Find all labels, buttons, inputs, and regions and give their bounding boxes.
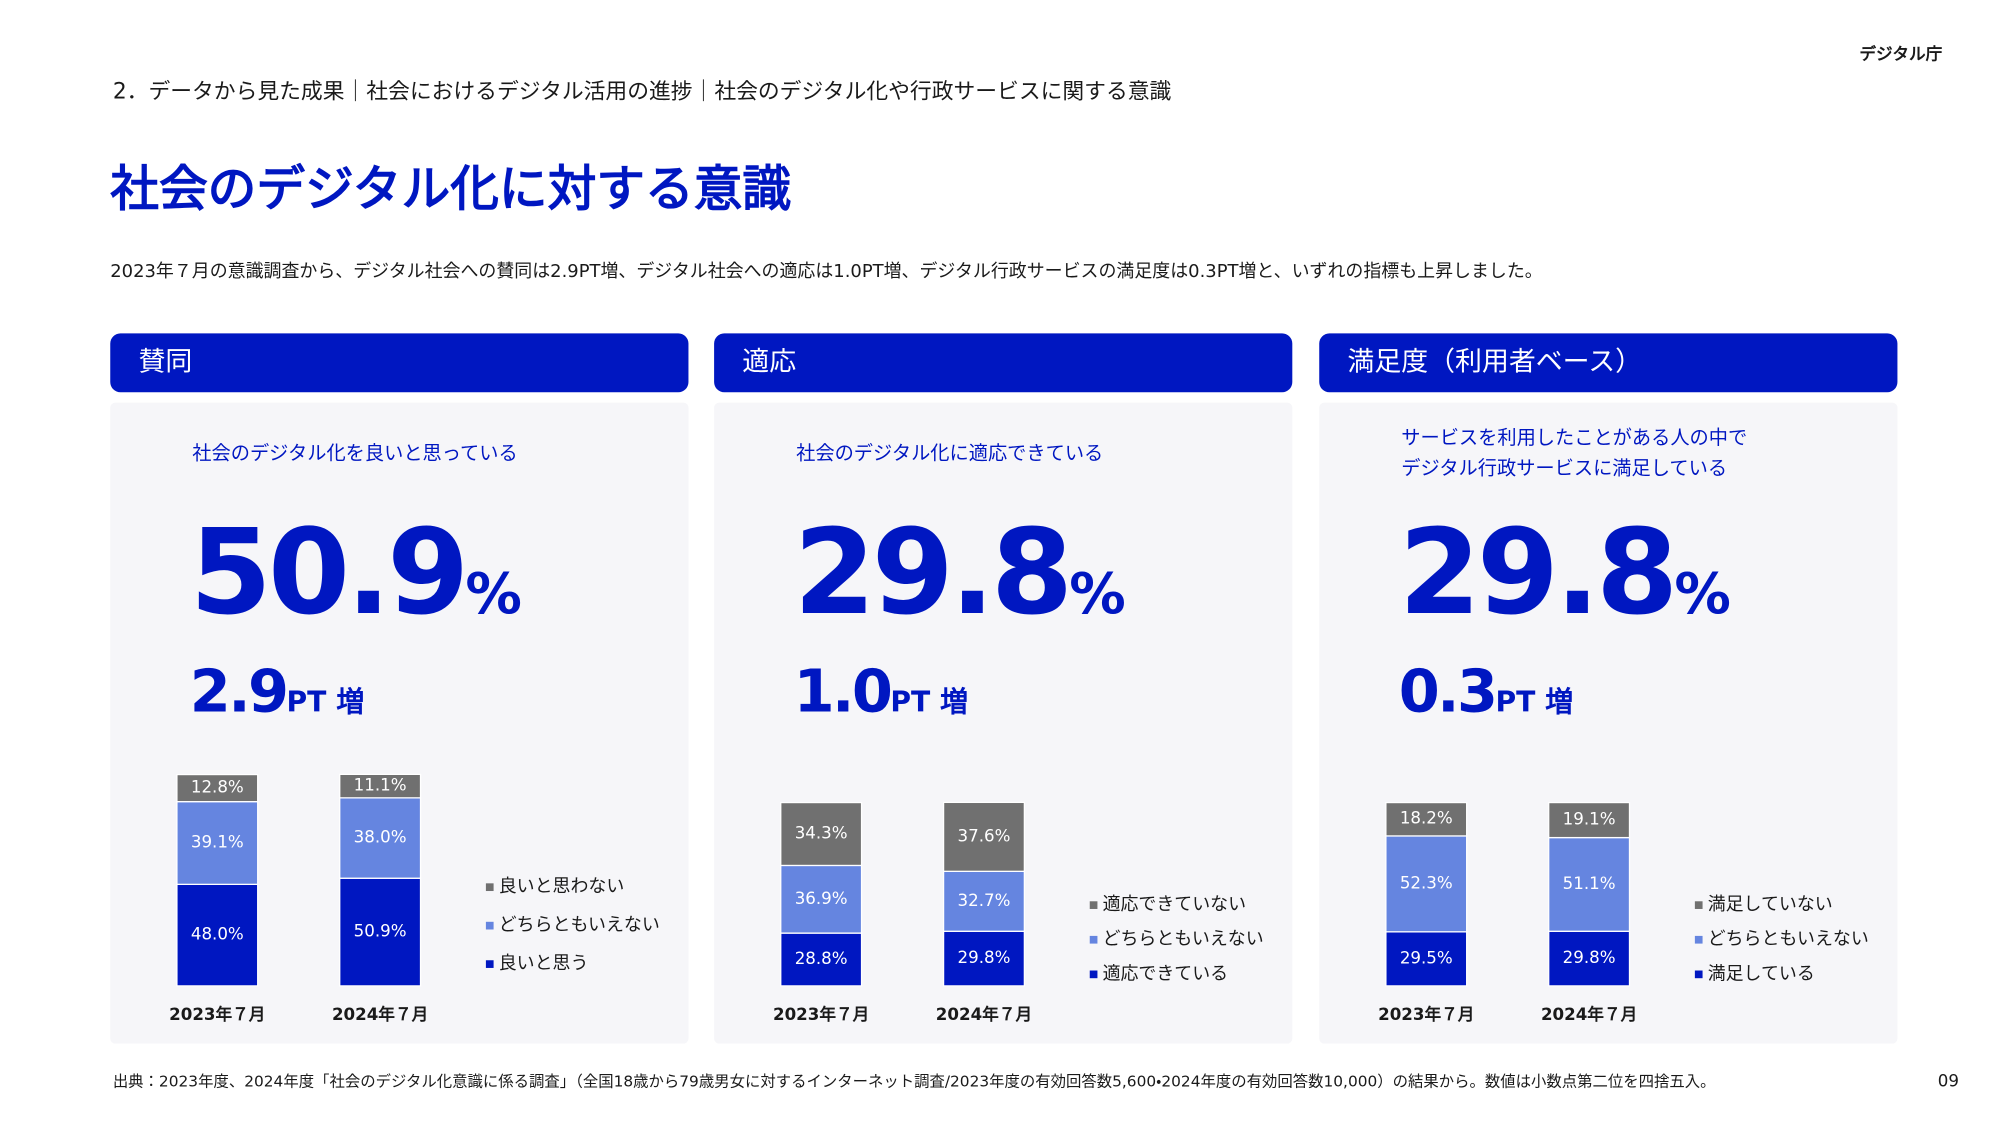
- bar-segment: [176, 773, 259, 803]
- bar-segment: [942, 801, 1025, 872]
- value-label: 18.2%: [1400, 809, 1453, 828]
- panel-title: 満足度（利用者ベース）: [1347, 346, 1642, 377]
- headline-value: 50.9%: [190, 504, 522, 641]
- legend-swatch: [1694, 970, 1703, 979]
- headline-number: 29.8: [1399, 504, 1675, 641]
- bar-segment: [176, 883, 259, 987]
- value-label: 29.8%: [958, 948, 1011, 967]
- bar-segment: [1385, 801, 1468, 837]
- panel-header: [714, 333, 1293, 393]
- description: 2023年７月の意識調査から、デジタル社会への賛同は2.9PT増、デジタル社会へ…: [110, 261, 1542, 282]
- change-number: 0.3: [1399, 657, 1496, 726]
- category-label: 2023年７月: [169, 1004, 265, 1024]
- legend-label: 満足している: [1708, 963, 1815, 984]
- legend-swatch: [485, 960, 494, 968]
- page-title: 社会のデジタル化に対する意識: [109, 161, 791, 217]
- legend-swatch: [1089, 970, 1098, 979]
- legend-label: 満足していない: [1708, 894, 1833, 915]
- change-value: 0.3PT 増: [1399, 657, 1574, 726]
- headline-unit: %: [1069, 562, 1126, 627]
- legend-swatch: [1089, 935, 1098, 944]
- panel-header: [1319, 333, 1898, 393]
- legend-label: 良いと思わない: [499, 876, 625, 897]
- legend-swatch: [485, 921, 494, 930]
- value-label: 28.8%: [795, 949, 848, 968]
- category-label: 2023年７月: [1378, 1004, 1474, 1024]
- change-unit: PT 増: [890, 686, 968, 719]
- legend-swatch: [1694, 901, 1703, 909]
- headline-value: 29.8%: [794, 504, 1126, 641]
- value-label: 34.3%: [795, 824, 848, 843]
- headline-number: 29.8: [794, 504, 1070, 641]
- value-label: 12.8%: [191, 778, 244, 797]
- value-label: 48.0%: [191, 925, 244, 944]
- value-label: 36.9%: [795, 889, 848, 908]
- headline-number: 50.9: [190, 504, 466, 641]
- bar-segment: [942, 870, 1025, 932]
- value-label: 37.6%: [958, 826, 1011, 845]
- category-label: 2024年７月: [936, 1004, 1032, 1024]
- panel-subtitle: デジタル行政サービスに満足している: [1401, 457, 1727, 480]
- bar-segment: [176, 801, 259, 885]
- bar-segment: [780, 864, 863, 934]
- bar-segment: [1548, 801, 1631, 839]
- category-label: 2023年７月: [773, 1004, 869, 1024]
- legend-label: どちらともいえない: [1708, 929, 1869, 950]
- bar-segment: [1548, 930, 1631, 987]
- value-label: 32.7%: [958, 891, 1011, 910]
- source-note: 出典：2023年度、2024年度「社会のデジタル化意識に係る調査」（全国18歳か…: [113, 1072, 1716, 1091]
- value-label: 29.8%: [1563, 948, 1616, 967]
- panel-header: [110, 333, 689, 393]
- legend-label: どちらともいえない: [499, 915, 660, 936]
- bar-segment: [339, 773, 422, 799]
- legend-label: 良いと思う: [499, 953, 589, 974]
- legend-swatch: [1089, 901, 1098, 909]
- value-label: 11.1%: [354, 776, 407, 795]
- legend-swatch: [1694, 935, 1703, 944]
- value-label: 50.9%: [354, 922, 407, 941]
- value-label: 38.0%: [354, 828, 407, 847]
- bar-segment: [1385, 931, 1468, 987]
- panel-subtitle: 社会のデジタル化を良いと思っている: [192, 441, 517, 464]
- change-unit: PT 増: [1495, 686, 1573, 719]
- change-value: 1.0PT 増: [794, 657, 969, 726]
- bar-segment: [942, 930, 1025, 987]
- value-label: 19.1%: [1563, 810, 1616, 829]
- bar-segment: [780, 801, 863, 867]
- panel-subtitle: サービスを利用したことがある人の中で: [1401, 426, 1747, 449]
- category-label: 2024年７月: [332, 1004, 428, 1024]
- org-name: デジタル庁: [1859, 44, 1942, 64]
- page-number: 09: [1938, 1072, 1959, 1091]
- headline-value: 29.8%: [1399, 504, 1731, 641]
- change-number: 2.9: [190, 657, 287, 726]
- value-label: 52.3%: [1400, 873, 1453, 892]
- bar-segment: [1548, 836, 1631, 932]
- panel-title: 適応: [742, 346, 796, 377]
- value-label: 29.5%: [1400, 948, 1453, 967]
- category-label: 2024年７月: [1541, 1004, 1637, 1024]
- legend-swatch: [485, 883, 494, 892]
- legend-label: 適応できていない: [1103, 894, 1247, 915]
- value-label: 39.1%: [191, 833, 244, 852]
- legend-label: 適応できている: [1103, 963, 1229, 984]
- panel-title: 賛同: [138, 346, 192, 377]
- value-label: 51.1%: [1563, 874, 1616, 893]
- headline-unit: %: [1674, 562, 1731, 627]
- change-number: 1.0: [794, 657, 891, 726]
- headline-unit: %: [465, 562, 522, 627]
- change-unit: PT 増: [287, 686, 365, 719]
- panel-subtitle: 社会のデジタル化に適応できている: [796, 441, 1103, 464]
- change-value: 2.9PT 増: [190, 657, 365, 726]
- bar-segment: [780, 932, 863, 987]
- breadcrumb: 2．データから見た成果｜社会におけるデジタル活用の進捗｜社会のデジタル化や行政サ…: [113, 79, 1172, 104]
- legend-label: どちらともいえない: [1103, 929, 1264, 950]
